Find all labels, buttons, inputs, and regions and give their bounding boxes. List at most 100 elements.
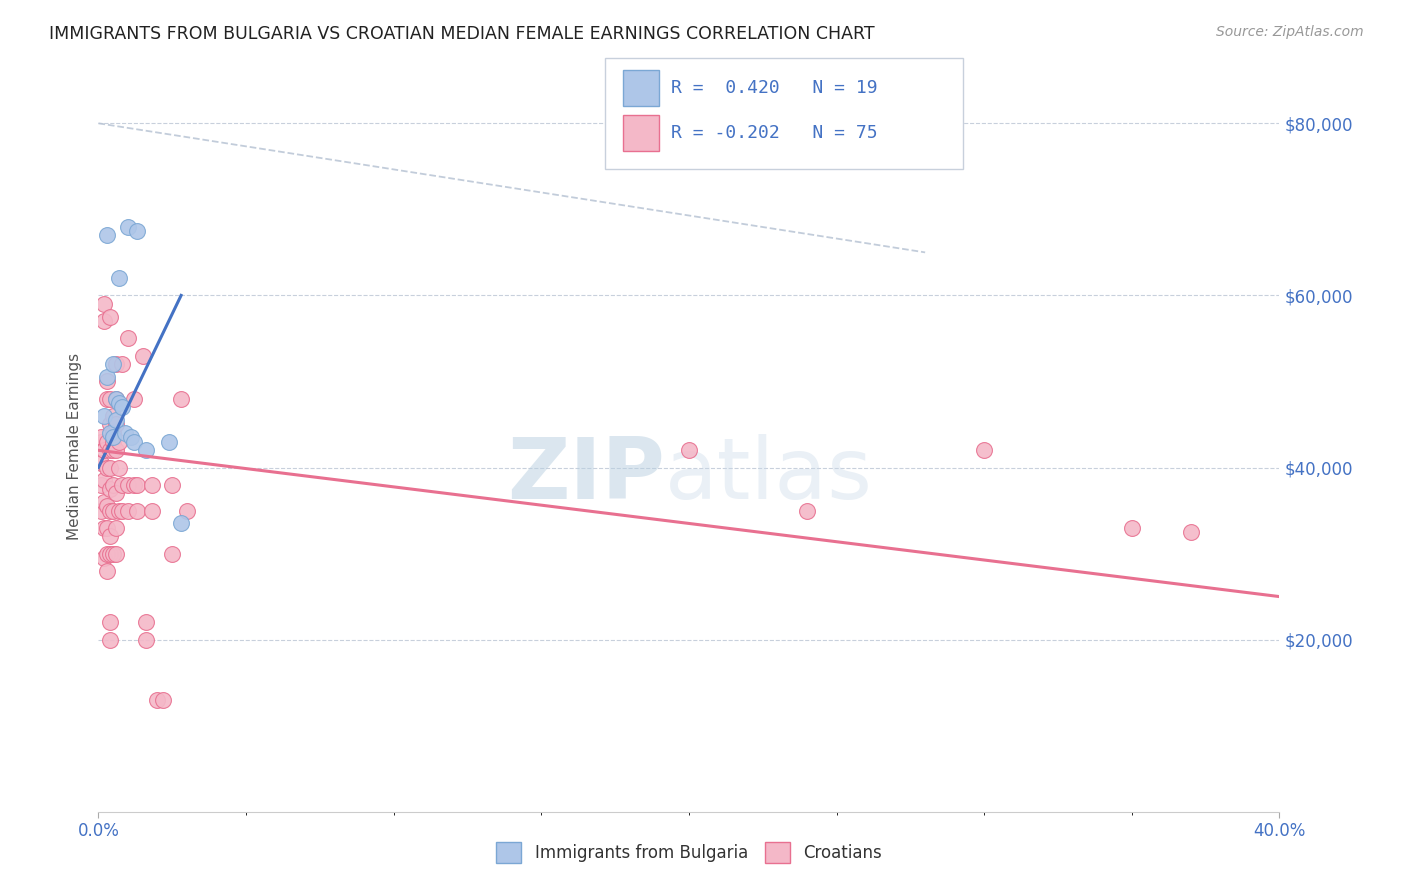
Point bbox=[108, 434, 131, 449]
Point bbox=[90, 477, 112, 491]
Point bbox=[114, 426, 136, 441]
Point bbox=[1180, 524, 1202, 539]
Point bbox=[111, 357, 134, 371]
Point bbox=[96, 547, 118, 561]
Point bbox=[90, 503, 112, 517]
Point bbox=[105, 413, 128, 427]
Point bbox=[796, 503, 818, 517]
Point bbox=[170, 516, 193, 531]
Point bbox=[93, 474, 115, 488]
Point bbox=[122, 434, 145, 449]
Legend: Immigrants from Bulgaria, Croatians: Immigrants from Bulgaria, Croatians bbox=[489, 836, 889, 869]
Point bbox=[162, 477, 183, 491]
Point bbox=[105, 443, 128, 458]
Point bbox=[105, 392, 128, 406]
Point bbox=[93, 521, 115, 535]
Point bbox=[125, 503, 148, 517]
Point bbox=[103, 443, 125, 458]
Point bbox=[98, 426, 121, 441]
Point bbox=[96, 228, 118, 243]
Y-axis label: Median Female Earnings: Median Female Earnings bbox=[67, 352, 83, 540]
Point bbox=[170, 392, 193, 406]
Point bbox=[135, 443, 157, 458]
Point bbox=[96, 521, 118, 535]
Text: R = -0.202   N = 75: R = -0.202 N = 75 bbox=[671, 124, 877, 142]
Text: ZIP: ZIP bbox=[508, 434, 665, 516]
Point bbox=[96, 564, 118, 578]
Point bbox=[105, 417, 128, 432]
Point bbox=[111, 401, 134, 415]
Point bbox=[93, 297, 115, 311]
Point bbox=[96, 392, 118, 406]
Text: Source: ZipAtlas.com: Source: ZipAtlas.com bbox=[1216, 25, 1364, 39]
Point bbox=[93, 495, 115, 509]
Point bbox=[162, 547, 183, 561]
Point bbox=[90, 434, 112, 449]
Point bbox=[105, 357, 128, 371]
Point bbox=[105, 547, 128, 561]
Point bbox=[105, 521, 128, 535]
Point bbox=[98, 529, 121, 543]
Text: R =  0.420   N = 19: R = 0.420 N = 19 bbox=[671, 79, 877, 97]
Point bbox=[141, 477, 163, 491]
Point bbox=[103, 409, 125, 423]
Point bbox=[122, 392, 145, 406]
Point bbox=[93, 314, 115, 328]
Point bbox=[108, 503, 131, 517]
Point bbox=[105, 392, 128, 406]
Point bbox=[103, 430, 125, 444]
Point bbox=[111, 477, 134, 491]
Point bbox=[93, 443, 115, 458]
Point bbox=[108, 460, 131, 475]
Point bbox=[132, 349, 155, 363]
Point bbox=[98, 310, 121, 324]
Point bbox=[93, 409, 115, 423]
Point bbox=[122, 477, 145, 491]
Point bbox=[98, 547, 121, 561]
Point bbox=[973, 443, 995, 458]
Point bbox=[96, 460, 118, 475]
Point bbox=[93, 550, 115, 565]
Point bbox=[105, 486, 128, 500]
Point bbox=[103, 503, 125, 517]
Point bbox=[96, 500, 118, 514]
Point bbox=[96, 434, 118, 449]
Point bbox=[146, 693, 169, 707]
Point bbox=[108, 396, 131, 410]
Point bbox=[120, 430, 142, 444]
Point bbox=[98, 460, 121, 475]
Point bbox=[135, 615, 157, 630]
Point bbox=[98, 632, 121, 647]
Point bbox=[117, 331, 139, 345]
Point bbox=[125, 477, 148, 491]
Point bbox=[90, 456, 112, 470]
Point bbox=[103, 426, 125, 441]
Point bbox=[103, 434, 125, 449]
Point bbox=[96, 370, 118, 384]
Point bbox=[125, 224, 148, 238]
Point bbox=[103, 357, 125, 371]
Point bbox=[135, 632, 157, 647]
Text: atlas: atlas bbox=[665, 434, 873, 516]
Point bbox=[98, 482, 121, 496]
Point bbox=[1121, 521, 1143, 535]
Point bbox=[96, 375, 118, 389]
Point bbox=[98, 417, 121, 432]
Point bbox=[678, 443, 700, 458]
Point bbox=[117, 219, 139, 234]
Point bbox=[117, 477, 139, 491]
Text: IMMIGRANTS FROM BULGARIA VS CROATIAN MEDIAN FEMALE EARNINGS CORRELATION CHART: IMMIGRANTS FROM BULGARIA VS CROATIAN MED… bbox=[49, 25, 875, 43]
Point bbox=[141, 503, 163, 517]
Point bbox=[176, 503, 198, 517]
Point bbox=[98, 503, 121, 517]
Point bbox=[152, 693, 174, 707]
Point bbox=[111, 503, 134, 517]
Point bbox=[157, 434, 180, 449]
Point bbox=[108, 271, 131, 285]
Point bbox=[98, 615, 121, 630]
Point bbox=[90, 430, 112, 444]
Point bbox=[98, 392, 121, 406]
Point bbox=[98, 443, 121, 458]
Point bbox=[103, 547, 125, 561]
Point bbox=[117, 503, 139, 517]
